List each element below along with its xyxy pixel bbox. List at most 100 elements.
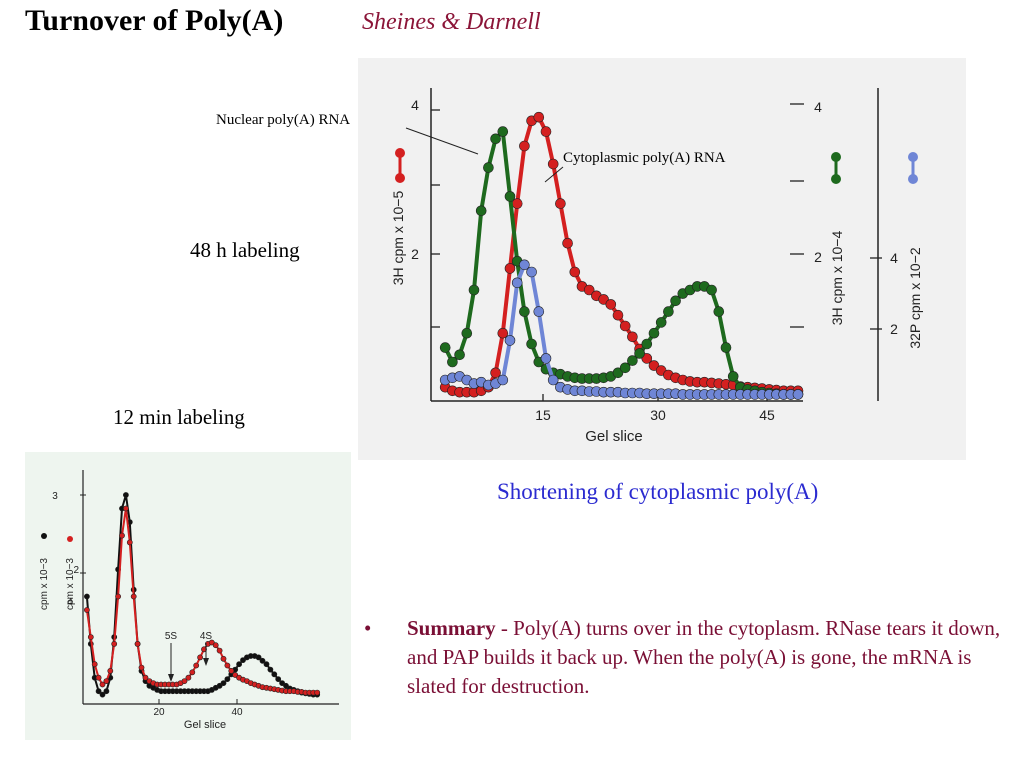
chart-48h-point-green-30 <box>648 327 660 339</box>
chart-12min-point-red-37 <box>224 662 231 669</box>
chart-48h-point-red-16 <box>547 158 559 170</box>
chart-12min-point-red-3 <box>91 661 98 668</box>
chart-48h-point-green-29 <box>641 338 653 350</box>
chart-48h-point-red-25 <box>612 309 624 321</box>
chart-12min-point-red-28 <box>189 669 196 676</box>
chart-48h-point-red-12 <box>519 140 530 152</box>
chart-12min-point-black-48 <box>267 666 274 673</box>
chart-12min-point-red-34 <box>212 642 219 649</box>
chart-48h-point-red-10 <box>504 263 516 274</box>
chart-12min-point-red-30 <box>197 654 203 661</box>
chart-48h-point-green-38 <box>706 284 717 296</box>
chart-48h-point-red-18 <box>562 237 573 249</box>
chart-48h-point-green-32 <box>663 306 674 317</box>
chart-48h-point-green-5 <box>468 284 480 296</box>
chart-48h-point-green-33 <box>670 295 681 307</box>
chart-12min-point-red-29 <box>193 662 200 669</box>
nuclear-pointer-line <box>405 127 479 155</box>
chart-48h-point-green-1 <box>439 342 451 353</box>
marker-4s-arrowhead <box>203 658 209 666</box>
chart-48h-point-red-27 <box>627 331 638 343</box>
chart-12min-point-black-40 <box>236 661 242 668</box>
chart-48h-xtick-15: 15 <box>535 407 551 423</box>
chart-48h-ylabel-right: 3H cpm x 10−4 <box>829 231 845 326</box>
chart-12min-point-red-12 <box>126 539 133 546</box>
chart-12min-point-black-49 <box>271 671 278 678</box>
label-48h: 48 h labeling <box>190 238 300 262</box>
chart-12min-point-red-10 <box>119 532 125 539</box>
chart-12min-point-red-4 <box>95 674 102 681</box>
chart-12min-point-red-11 <box>123 505 129 512</box>
chart-12min-point-black-4 <box>95 688 102 695</box>
chart-48h-ylabel-farright: 32P cpm x 10−2 <box>907 247 923 349</box>
chart-12min-point-black-46 <box>259 657 266 664</box>
chart-48h-point-red-19 <box>569 266 581 278</box>
chart-12min-point-red-14 <box>134 640 141 647</box>
chart-48h-point-green-25 <box>612 367 624 379</box>
chart-12min-point-red-60 <box>314 689 321 696</box>
cytoplasmic-annotation: Cytoplasmic poly(A) RNA <box>563 150 726 166</box>
chart-48h-point-green-6 <box>475 205 487 217</box>
marker-4s-label: 4S <box>200 631 213 642</box>
chart-48h-point-green-2 <box>447 356 458 368</box>
chart-48h-ytick-farright-2: 2 <box>890 321 898 337</box>
chart-48h-ylabel-left: 3H cpm x 10−5 <box>390 191 406 286</box>
summary-bullet: • Summary - Poly(A) turns over in the cy… <box>364 614 1020 701</box>
label-12min: 12 min labeling <box>113 405 245 429</box>
chart-12min-point-red-2 <box>87 634 94 640</box>
chart-48h-point-red-17 <box>555 198 566 209</box>
chart-48h-point-blue-11 <box>511 277 523 289</box>
chart-12min-legend-red <box>67 536 73 542</box>
chart-48h-point-green-31 <box>655 317 667 328</box>
chart-48h-point-green-27 <box>627 355 638 366</box>
chart-12min-point-black-11 <box>123 492 129 498</box>
marker-5s-label: 5S <box>165 631 178 642</box>
chart-48h-point-blue-50 <box>792 389 804 400</box>
chart-48h-point-red-23 <box>598 294 609 305</box>
chart-48h-point-green-3 <box>454 349 465 361</box>
chart-12min-legend-black <box>41 533 47 539</box>
chart-48h-ytick-left-4: 4 <box>411 97 419 113</box>
chart-48h-point-red-29 <box>641 353 653 364</box>
chart-48h-ytick-right-4: 4 <box>814 99 822 115</box>
chart-12min-point-red-6 <box>103 678 110 684</box>
chart-12min-point-black-36 <box>220 680 227 686</box>
chart-48h-point-green-9 <box>497 126 509 137</box>
chart-12min-point-red-9 <box>115 593 121 600</box>
chart-12min-ytick-3: 3 <box>52 491 58 502</box>
chart-12min-point-red-33 <box>208 639 215 646</box>
chart-12min-point-red-39 <box>232 672 239 678</box>
chart-48h-point-green-28 <box>634 348 645 359</box>
chart-48h-point-red-30 <box>648 360 660 371</box>
chart-48h-point-red-15 <box>540 126 552 137</box>
chart-12min-point-red-38 <box>228 667 235 674</box>
chart-12min-point-red-31 <box>201 646 207 653</box>
chart-48h-point-red-26 <box>619 320 631 332</box>
chart-48h-point-green-7 <box>483 162 494 173</box>
chart-48h-point-blue-16 <box>547 374 559 386</box>
chart-12min-ylabel-right: cpm x 10−3 <box>65 558 76 610</box>
chart-12min-point-black-1 <box>84 593 90 600</box>
chart-48h-point-red-24 <box>605 299 617 310</box>
chart-12min-xtick-40: 40 <box>231 707 243 718</box>
chart-48h-point-green-10 <box>504 191 516 202</box>
chart-48h-legend-green <box>831 152 841 184</box>
chart-48h-xtick-45: 45 <box>759 407 775 423</box>
bullet-marker: • <box>364 616 372 640</box>
chart-12min-ytick-4: 4 <box>67 597 73 608</box>
chart-48h-point-red-8 <box>490 367 501 379</box>
chart-48h-point-green-4 <box>461 327 473 339</box>
chart-12min-point-black-6 <box>103 688 110 695</box>
chart-12min-point-red-26 <box>181 678 188 684</box>
figure-caption: Shortening of cytoplasmic poly(A) <box>497 479 819 504</box>
chart-48h-point-red-14 <box>533 111 545 123</box>
chart-12min-point-black-50 <box>275 676 282 682</box>
chart-12min-point-red-8 <box>111 640 118 647</box>
chart-12min: 3 2 4 20 40 Gel slice cpm x 10−3 cpm x 1… <box>25 452 351 740</box>
chart-48h-point-green-40 <box>720 342 732 353</box>
chart-12min-point-red-5 <box>99 681 106 688</box>
chart-48h-point-green-12 <box>519 306 530 317</box>
chart-12min-point-red-7 <box>107 667 114 674</box>
slide-authors: Sheines & Darnell <box>362 9 541 35</box>
slide-title: Turnover of Poly(A) <box>25 4 284 37</box>
